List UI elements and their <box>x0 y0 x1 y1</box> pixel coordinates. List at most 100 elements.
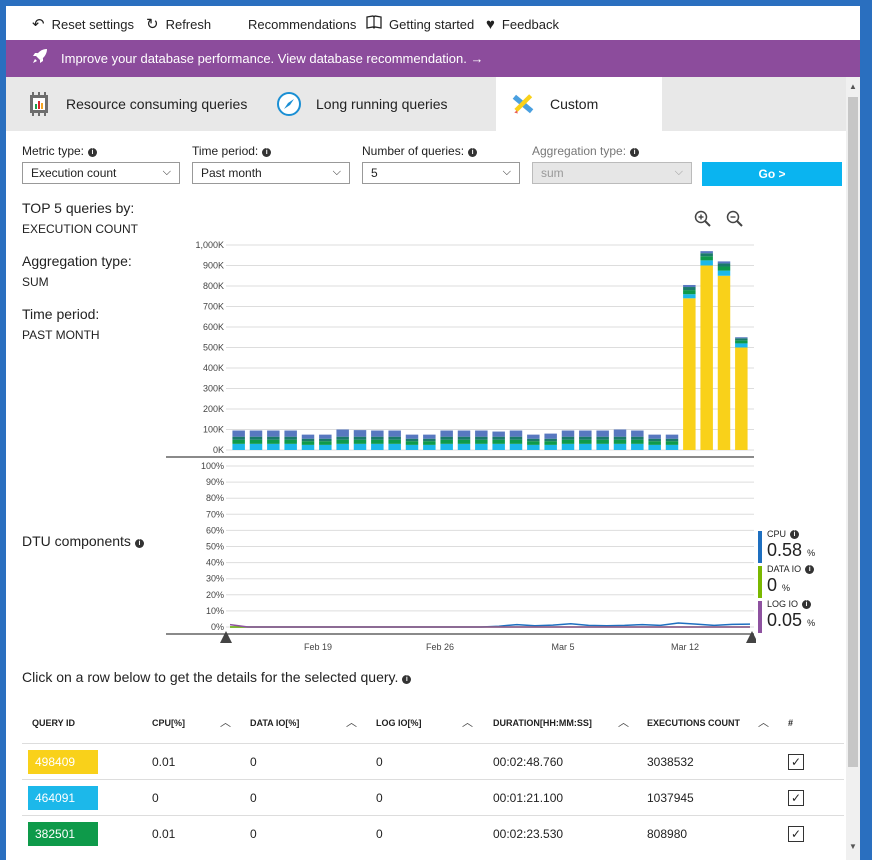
time-period-select[interactable]: Past month ⌵ <box>192 162 350 184</box>
sort-log-io-icon[interactable]: ︿ <box>462 717 473 729</box>
sort-cpu-icon[interactable]: ︿ <box>220 717 231 729</box>
data-io-cell: 0 <box>250 791 257 805</box>
info-icon[interactable]: i <box>630 148 640 157</box>
bar-segment <box>423 438 436 442</box>
bar-segment <box>665 434 679 439</box>
row-checkbox[interactable]: ✓ <box>788 754 804 770</box>
zoom-in-icon[interactable] <box>694 210 712 233</box>
info-icon[interactable]: i <box>402 675 412 684</box>
bar-segment <box>492 439 505 444</box>
sort-executions-icon[interactable]: ︿ <box>758 717 769 729</box>
x-tick-label: Mar 5 <box>551 642 574 651</box>
bar-segment <box>336 439 349 444</box>
bar-segment <box>267 436 280 440</box>
duration-cell: 00:02:48.760 <box>493 755 564 769</box>
sort-duration-icon[interactable]: ︿ <box>618 717 629 729</box>
cpu-cell: 0.01 <box>152 755 176 769</box>
zoom-out-icon[interactable] <box>726 210 744 233</box>
row-checkbox[interactable]: ✓ <box>788 826 804 842</box>
info-icon[interactable]: i <box>790 530 800 539</box>
getting-started-button[interactable]: Getting started <box>366 14 474 34</box>
table-row[interactable]: 498409 0.01 0 0 00:02:48.760 3038532 ✓ <box>22 743 844 780</box>
info-icon[interactable]: i <box>88 148 98 157</box>
executions-cell: 1037945 <box>647 791 694 805</box>
bar-segment <box>613 429 627 437</box>
bar-segment <box>561 439 575 444</box>
tab-custom[interactable]: Custom <box>496 77 662 131</box>
execution-count-chart[interactable]: 0K 100K 200K 300K 400K 500K 600K 700K 800K 900K 1,… <box>166 240 754 458</box>
bar-segment <box>336 436 349 440</box>
info-icon[interactable]: i <box>805 565 815 574</box>
scrollbar-thumb[interactable] <box>848 97 858 767</box>
legend-data-io[interactable]: DATA IO i 0 % <box>758 564 838 598</box>
header-select[interactable]: # <box>788 718 794 728</box>
bar-segment <box>683 287 696 291</box>
bar-segment <box>544 438 557 442</box>
y-tick-label: 800K <box>203 281 224 291</box>
legend-log-io[interactable]: LOG IO i 0.05 % <box>758 599 838 633</box>
info-icon[interactable]: i <box>802 600 812 609</box>
bar-segment <box>579 430 592 437</box>
header-query-id[interactable]: QUERY ID <box>32 718 76 728</box>
y-tick-label: 100% <box>201 461 224 471</box>
vertical-scrollbar[interactable]: ▲ ▼ <box>846 77 860 860</box>
compass-icon <box>276 91 302 117</box>
bar-segment <box>717 275 731 450</box>
bar-segment <box>735 347 748 450</box>
legend-cpu[interactable]: CPU i 0.58 % <box>758 529 838 563</box>
refresh-button[interactable]: ↻ Refresh <box>146 14 211 34</box>
row-checkbox[interactable]: ✓ <box>788 790 804 806</box>
y-tick-label: 60% <box>206 525 224 535</box>
bar-segment <box>353 436 367 440</box>
table-row[interactable]: 464091 0 0 0 00:01:21.100 1037945 ✓ <box>22 779 844 816</box>
bar-segment <box>579 436 592 440</box>
info-icon[interactable]: i <box>468 148 478 157</box>
header-executions-count[interactable]: EXECUTIONS COUNT <box>647 718 741 728</box>
bar-segment <box>440 430 453 437</box>
info-icon[interactable]: i <box>134 539 144 548</box>
ruler-pencil-icon <box>510 91 536 117</box>
duration-cell: 00:02:23.530 <box>493 827 564 841</box>
tab-long-running-queries[interactable]: Long running queries <box>276 77 448 131</box>
recommendation-banner[interactable]: Improve your database performance. View … <box>6 40 860 77</box>
bar-segment <box>717 270 731 276</box>
time-period-summary: Time period: PAST MONTH <box>22 306 100 342</box>
legend-value: 0.58 % <box>767 540 816 560</box>
dtu-components-chart[interactable]: 0% 10% 20% 30% 40% 50% 60% 70% 80% 90% 100% Feb 19 F… <box>166 461 756 651</box>
bar-segment <box>648 438 661 442</box>
bar-segment <box>527 438 540 442</box>
scroll-up-icon[interactable]: ▲ <box>849 82 857 91</box>
sort-data-io-icon[interactable]: ︿ <box>346 717 357 729</box>
header-log-io[interactable]: LOG IO[%] <box>376 718 422 728</box>
query-id-badge: 464091 <box>28 786 98 810</box>
scroll-down-icon[interactable]: ▼ <box>849 842 857 851</box>
bar-segment <box>475 430 488 437</box>
recommendations-button[interactable]: Recommendations <box>248 14 356 34</box>
bar-segment <box>683 298 696 450</box>
header-cpu[interactable]: CPU[%] <box>152 718 185 728</box>
bar-segment <box>527 441 540 445</box>
bar-segment <box>301 438 315 442</box>
header-duration[interactable]: DURATION[HH:MM:SS] <box>493 718 592 728</box>
number-of-queries-select[interactable]: 5 ⌵ <box>362 162 520 184</box>
tab-resource-consuming-queries[interactable]: Resource consuming queries <box>26 77 247 131</box>
bar-segment <box>232 430 245 437</box>
chevron-down-icon: ⌵ <box>502 166 511 178</box>
header-data-io[interactable]: DATA IO[%] <box>250 718 300 728</box>
y-tick-label: 30% <box>206 574 224 584</box>
toolbar: ↶ Reset settings ↻ Refresh Recommendatio… <box>6 6 860 40</box>
table-row[interactable]: 382501 0.01 0 0 00:02:23.530 808980 ✓ <box>22 815 844 852</box>
aggregation-type-label: Aggregation type: i <box>532 144 640 158</box>
metric-type-select[interactable]: Execution count ⌵ <box>22 162 180 184</box>
y-tick-label: 200K <box>203 404 224 414</box>
legend-color-bar <box>758 601 762 633</box>
go-button[interactable]: Go > <box>702 162 842 186</box>
reset-settings-button[interactable]: ↶ Reset settings <box>32 14 134 34</box>
bar-segment <box>700 253 713 257</box>
bar-segment <box>579 443 592 450</box>
feedback-button[interactable]: ♥ Feedback <box>486 14 559 34</box>
info-icon[interactable]: i <box>262 148 272 157</box>
time-period-label: Time period: i <box>192 144 272 158</box>
bar-segment <box>717 261 731 264</box>
y-tick-label: 80% <box>206 493 224 503</box>
